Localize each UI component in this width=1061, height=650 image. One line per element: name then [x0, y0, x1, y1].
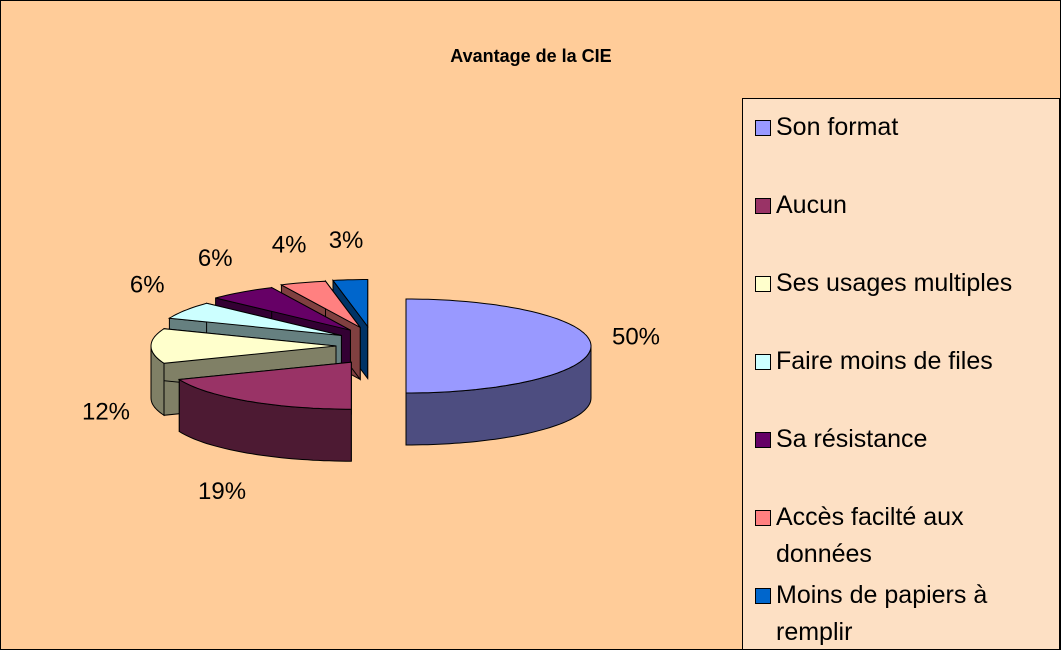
legend-label: Accès facilté aux données	[776, 503, 964, 568]
legend-label: Ses usages multiples	[776, 269, 1013, 297]
legend-swatch	[755, 276, 771, 292]
data-label: 3%	[329, 227, 364, 254]
slice	[177, 361, 352, 410]
legend-swatch	[755, 588, 771, 604]
legend-label: Aucun	[776, 191, 847, 219]
data-label: 12%	[82, 398, 130, 425]
legend-label: Moins de papiers à remplir	[776, 581, 988, 646]
legend-swatch	[755, 198, 771, 214]
legend: Son format Aucun Ses usages multiples Faire…	[742, 98, 1060, 649]
slice	[150, 328, 337, 364]
slice	[177, 361, 352, 462]
slice	[167, 302, 342, 336]
legend-swatch	[755, 354, 771, 370]
data-label: 50%	[612, 323, 660, 350]
legend-swatch	[755, 510, 771, 526]
legend-swatch	[755, 120, 771, 136]
legend-entry: Ses usages multiples	[755, 265, 1055, 302]
legend-entry: Son format	[755, 109, 1055, 146]
slice	[405, 298, 592, 446]
data-label: 6%	[198, 245, 233, 272]
legend-swatch	[755, 432, 771, 448]
legend-label: Son format	[776, 113, 899, 141]
slice	[332, 279, 369, 328]
legend-entry: Sa résistance	[755, 421, 1055, 458]
chart-title: Avantage de la CIE	[450, 46, 611, 66]
data-label: 6%	[130, 272, 165, 299]
slice	[405, 298, 592, 394]
legend-entry: Accès facilté aux données	[755, 499, 1055, 573]
legend-label: Faire moins de files	[776, 347, 993, 375]
legend-entry: Aucun	[755, 187, 1055, 224]
slice	[215, 287, 351, 331]
legend-entry: Moins de papiers à remplir	[755, 577, 1055, 649]
legend-entry: Faire moins de files	[755, 343, 1055, 380]
data-label: 19%	[198, 478, 246, 505]
legend-label: Sa résistance	[776, 425, 928, 453]
slice	[279, 280, 361, 328]
data-label: 4%	[272, 232, 307, 259]
